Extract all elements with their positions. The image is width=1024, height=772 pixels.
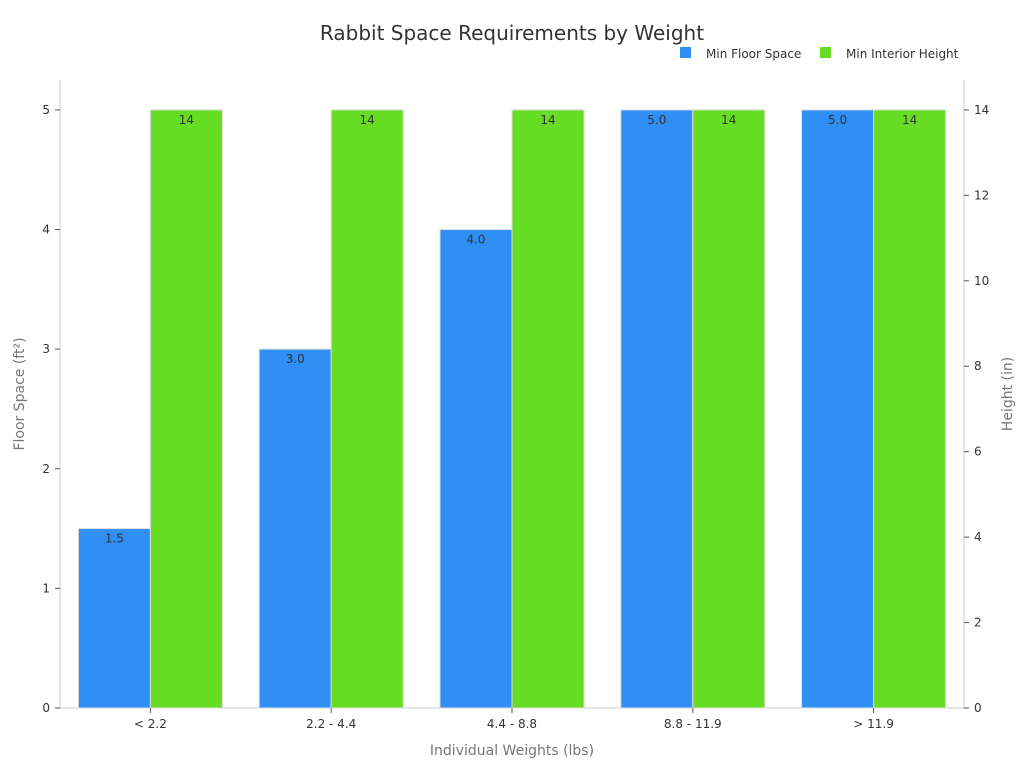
bar-value-label: 14 <box>540 113 555 127</box>
bar-value-label: 14 <box>721 113 736 127</box>
bar-value-label: 14 <box>179 113 194 127</box>
bars <box>77 109 947 709</box>
y-tick-label: 2 <box>42 462 50 476</box>
bar <box>801 109 875 709</box>
bar-value-label: 14 <box>902 113 917 127</box>
right-axis-ticks: 0 2 4 6 8 10 12 14 <box>964 103 989 715</box>
bar <box>873 109 947 709</box>
y2-tick-label: 0 <box>974 701 982 715</box>
y-tick-label: 1 <box>42 581 50 595</box>
y-tick-label: 4 <box>42 223 50 237</box>
y2-tick-label: 4 <box>974 530 982 544</box>
bar <box>692 109 766 709</box>
left-axis-ticks: 0 1 2 3 4 5 <box>42 103 60 715</box>
chart-title: Rabbit Space Requirements by Weight <box>320 21 704 45</box>
y2-tick-label: 8 <box>974 359 982 373</box>
y2-tick-label: 10 <box>974 274 989 288</box>
legend-label: Min Interior Height <box>846 47 959 61</box>
y2-tick-label: 2 <box>974 616 982 630</box>
y2-axis-title: Height (in) <box>1000 357 1016 431</box>
bar-value-label: 4.0 <box>466 233 485 247</box>
y-tick-label: 3 <box>42 342 50 356</box>
y-axis-title: Floor Space (ft²) <box>12 337 28 450</box>
legend-label: Min Floor Space <box>706 47 801 61</box>
x-tick-label: 8.8 - 11.9 <box>664 717 722 731</box>
legend-swatch <box>820 47 831 58</box>
bar-value-label: 14 <box>360 113 375 127</box>
bar <box>330 109 404 709</box>
y-tick-label: 5 <box>42 103 50 117</box>
x-tick-label: 4.4 - 8.8 <box>487 717 537 731</box>
x-axis-ticks: < 2.2 2.2 - 4.4 4.4 - 8.8 8.8 - 11.9 > 11.9 <box>134 708 894 731</box>
y2-tick-label: 14 <box>974 103 989 117</box>
y-tick-label: 0 <box>42 701 50 715</box>
y2-tick-label: 6 <box>974 445 982 459</box>
bar-labels: 1.5 14 3.0 14 4.0 14 5.0 14 5.0 14 <box>105 113 917 546</box>
legend-swatch <box>680 47 691 58</box>
x-tick-label: < 2.2 <box>134 717 167 731</box>
legend: Min Floor Space Min Interior Height <box>680 47 959 61</box>
y2-tick-label: 12 <box>974 188 989 202</box>
bar <box>439 229 513 709</box>
bar-value-label: 5.0 <box>647 113 666 127</box>
x-axis-title: Individual Weights (lbs) <box>430 743 594 759</box>
bar <box>77 528 151 709</box>
bar <box>149 109 223 709</box>
bar-value-label: 5.0 <box>828 113 847 127</box>
x-tick-label: > 11.9 <box>853 717 894 731</box>
bar-value-label: 3.0 <box>286 352 305 366</box>
bar <box>511 109 585 709</box>
bar-value-label: 1.5 <box>105 532 124 546</box>
x-tick-label: 2.2 - 4.4 <box>306 717 356 731</box>
bar <box>620 109 694 709</box>
bar <box>258 348 332 709</box>
